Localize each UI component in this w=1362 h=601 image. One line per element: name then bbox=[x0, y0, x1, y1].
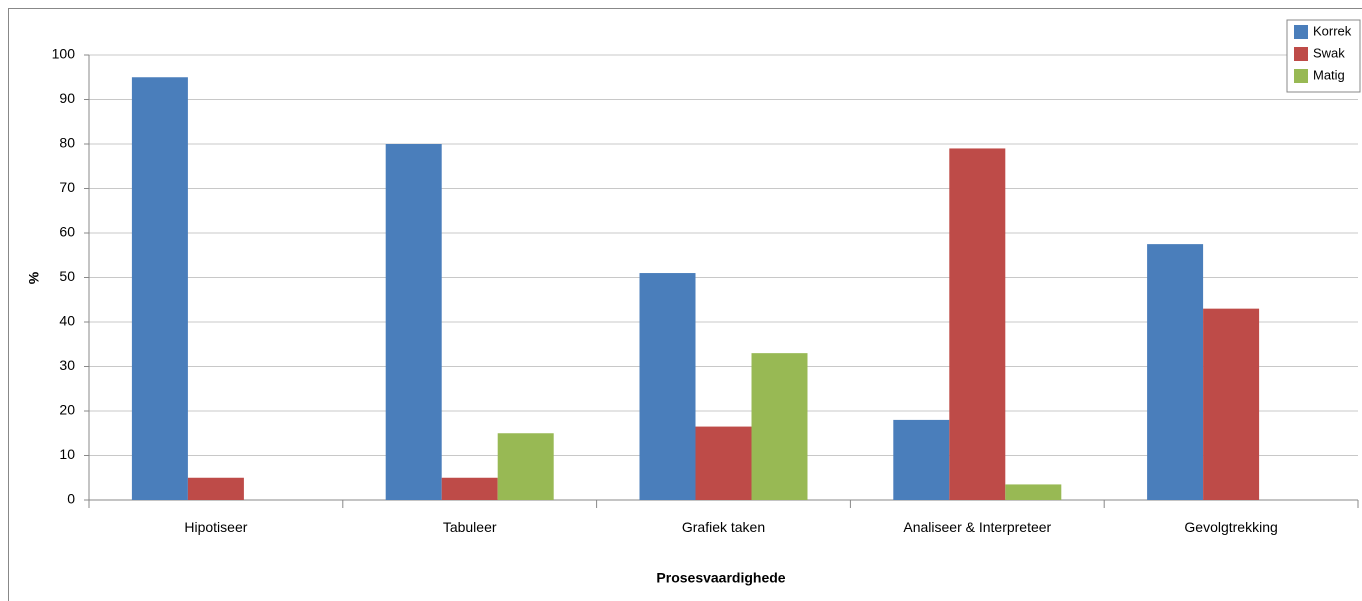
chart-border bbox=[8, 8, 1362, 601]
x-tick-label: Analiseer & Interpreteer bbox=[903, 519, 1052, 535]
y-tick-label: 60 bbox=[59, 224, 75, 240]
legend-swatch bbox=[1294, 47, 1308, 61]
bar bbox=[695, 426, 752, 500]
y-tick-label: 70 bbox=[59, 179, 75, 195]
y-axis-title: % bbox=[26, 271, 42, 284]
legend-swatch bbox=[1294, 69, 1308, 83]
x-tick-label: Grafiek taken bbox=[681, 519, 766, 535]
bar bbox=[497, 433, 554, 500]
bar bbox=[187, 477, 244, 500]
y-tick-label: 90 bbox=[59, 90, 75, 106]
y-tick-label: 30 bbox=[59, 357, 75, 373]
bar bbox=[385, 144, 442, 500]
legend-swatch bbox=[1294, 25, 1308, 39]
legend-label: Matig bbox=[1313, 67, 1345, 82]
bar bbox=[751, 353, 808, 500]
legend-label: Korrek bbox=[1313, 23, 1352, 38]
bar bbox=[131, 77, 188, 500]
y-tick-label: 80 bbox=[59, 135, 75, 151]
bar bbox=[893, 419, 950, 500]
x-tick-label: Tabuleer bbox=[442, 519, 497, 535]
x-tick-label: Gevolgtrekking bbox=[1184, 519, 1278, 535]
y-tick-label: 20 bbox=[59, 402, 75, 418]
legend-label: Swak bbox=[1313, 45, 1345, 60]
y-tick-label: 50 bbox=[59, 268, 75, 284]
x-tick-label: Hipotiseer bbox=[184, 519, 248, 535]
y-tick-label: 40 bbox=[59, 313, 75, 329]
y-tick-label: 100 bbox=[52, 46, 76, 62]
bar bbox=[1005, 484, 1062, 500]
x-axis-title: Prosesvaardighede bbox=[656, 570, 785, 586]
y-tick-label: 10 bbox=[59, 446, 75, 462]
bar bbox=[949, 148, 1006, 500]
bar bbox=[1203, 308, 1260, 500]
bar bbox=[639, 273, 696, 500]
bar bbox=[1147, 244, 1204, 500]
y-tick-label: 0 bbox=[67, 491, 75, 507]
bar bbox=[441, 477, 498, 500]
